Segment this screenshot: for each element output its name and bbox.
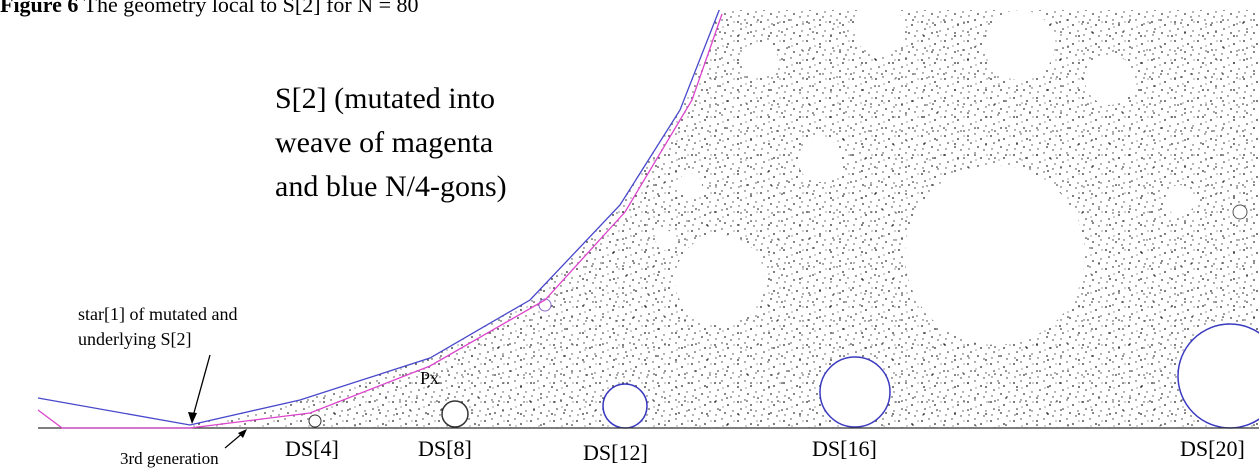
annotation: 3rd generation [120,449,219,468]
ds-label: DS[20] [1180,436,1245,461]
arrowhead [188,412,197,424]
hole [1233,205,1247,219]
annotation: weave of magenta [275,126,493,159]
arrow [192,355,210,420]
figure: Figure 6 The geometry local to S[2] for … [0,0,1259,468]
annotation: underlying S[2] [78,329,191,349]
annotation: S[2] (mutated into [275,82,495,115]
ds-circle [442,401,468,427]
annotation: Px [420,368,439,388]
annotation: and blue N/4-gons) [275,170,507,203]
ds-label: DS[16] [812,436,877,461]
annotation: star[1] of mutated and [78,304,237,324]
ds-label: DS[4] [285,436,339,461]
caption-label: Figure 6 [0,0,78,17]
ds-circle [820,357,890,427]
caption: Figure 6 The geometry local to S[2] for … [0,0,419,17]
ds-circle [309,415,321,427]
ds-circle [603,384,647,428]
hole [539,299,551,311]
caption-text: The geometry local to S[2] for N = 80 [84,0,419,17]
ds-label: DS[12] [583,440,648,465]
ds-label: DS[8] [418,436,472,461]
